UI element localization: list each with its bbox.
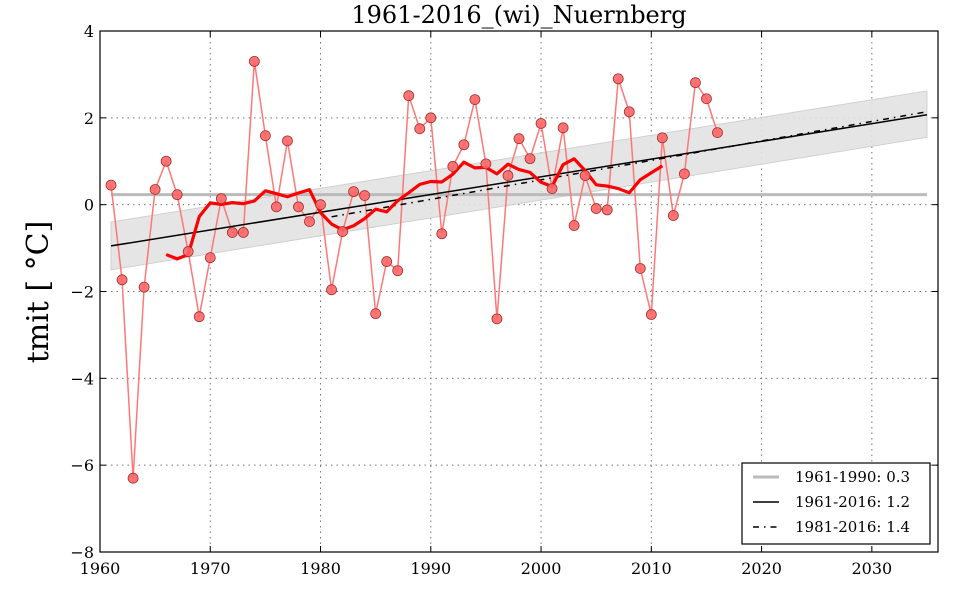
data-point: [701, 93, 712, 105]
data-point: [601, 204, 613, 216]
y-tick-label: −2: [70, 283, 94, 302]
data-point: [590, 203, 602, 214]
x-tick-label: 2010: [631, 559, 672, 578]
data-point: [149, 184, 161, 195]
data-point: [480, 158, 492, 170]
data-point: [458, 139, 470, 151]
x-tick-label: 2030: [851, 559, 892, 578]
legend: 1961-1990: 0.3 1961-2016: 1.2 1981-2016:…: [741, 462, 931, 545]
chart-title: 1961-2016_(wi)_Nuernberg: [351, 1, 686, 29]
legend-label-trend-1961: 1961-2016: 1.2: [795, 493, 910, 511]
data-point: [359, 190, 371, 201]
x-tick-label: 2000: [521, 559, 562, 578]
data-point: [337, 226, 348, 237]
data-point: [712, 127, 723, 138]
data-point: [524, 153, 536, 165]
legend-label-reference: 1961-1990: 0.3: [795, 468, 910, 486]
data-point: [392, 265, 404, 277]
trend-line-1961-2016: [110, 114, 928, 247]
series-line: [110, 61, 719, 479]
data-point: [259, 130, 271, 142]
data-point: [105, 179, 117, 191]
data-point: [656, 132, 668, 144]
data-point: [248, 55, 260, 67]
data-point: [425, 112, 437, 124]
data-point: [612, 73, 624, 85]
data-point: [469, 94, 481, 105]
y-tick-label: −6: [70, 456, 94, 475]
data-point: [171, 189, 183, 201]
data-point: [226, 227, 238, 238]
smoothed-line: [165, 157, 664, 261]
data-point: [403, 90, 415, 102]
data-point: [160, 155, 172, 167]
data-point: [546, 183, 558, 195]
data-point: [370, 308, 382, 320]
data-point: [315, 199, 326, 211]
data-point: [436, 228, 448, 240]
legend-label-trend-1981: 1981-2016: 1.4: [795, 518, 910, 536]
data-point: [491, 313, 503, 325]
x-tick-label: 2020: [741, 559, 782, 578]
y-axis-label: tmit [ °C]: [21, 221, 56, 364]
y-tick-label: 4: [84, 22, 94, 41]
data-point: [237, 227, 249, 238]
data-point: [271, 201, 282, 213]
data-point: [513, 133, 525, 145]
data-point: [690, 77, 701, 89]
data-point: [381, 256, 393, 267]
y-tick-label: −8: [70, 543, 94, 562]
data-point: [447, 161, 459, 172]
data-point: [293, 201, 304, 213]
y-tick-label: −4: [70, 369, 94, 388]
data-point: [579, 170, 591, 181]
x-tick-label: 1970: [190, 559, 231, 578]
plot-frame: [99, 30, 939, 553]
x-tick-label: 1960: [80, 559, 121, 578]
data-point: [502, 170, 514, 181]
data-point: [667, 210, 679, 221]
data-point: [623, 106, 635, 118]
data-point: [182, 246, 194, 257]
data-point: [414, 123, 426, 135]
x-tick-label: 1980: [300, 559, 341, 578]
data-point: [282, 135, 293, 147]
data-point: [215, 193, 227, 204]
data-point: [678, 168, 690, 180]
data-point: [645, 309, 657, 320]
data-point: [348, 186, 360, 198]
data-point: [138, 281, 150, 293]
trend-line-1981-2016: [331, 111, 928, 218]
data-point: [326, 284, 337, 296]
data-point: [116, 274, 128, 286]
data-point: [127, 472, 139, 484]
data-point: [634, 263, 646, 274]
data-point: [304, 216, 315, 227]
y-tick-label: 0: [84, 196, 94, 215]
data-point: [557, 122, 569, 134]
y-tick-label: 2: [84, 109, 94, 128]
data-point: [568, 220, 580, 231]
x-tick-label: 1990: [410, 559, 451, 578]
data-point: [204, 252, 216, 264]
data-point: [193, 311, 205, 323]
data-point: [535, 118, 547, 129]
